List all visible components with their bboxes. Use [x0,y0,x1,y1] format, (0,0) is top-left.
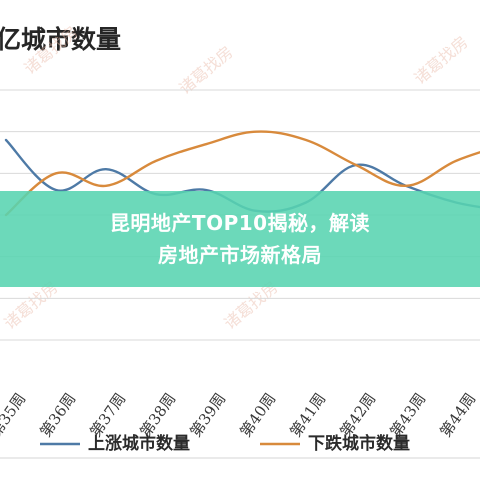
x-tick-label: 第41周 [286,390,329,441]
x-tick-label: 第43周 [386,390,429,441]
x-tick-label: 第35周 [0,390,29,441]
headline-banner: 昆明地产TOP10揭秘，解读 房地产市场新格局 [0,191,480,287]
headline-line-2: 房地产市场新格局 [158,243,322,267]
legend-label-2: 下跌城市数量 [308,433,410,454]
legend-label-1: 上涨城市数量 [88,433,190,454]
series-line-2 [4,130,480,217]
chart-title: 亿城市数量 [0,25,121,54]
legend: 上涨城市数量 下跌城市数量 [40,433,410,454]
x-tick-label: 第42周 [336,390,379,441]
x-tick-label: 第44周 [436,390,479,441]
watermark-text: 诸葛找房 [410,32,471,88]
x-tick-label: 第36周 [36,390,79,441]
x-tick-labels: 第35周 第36周 第37周 第38周 第39周 第40周 第41周 第42周 第43周 第44周… [0,390,479,441]
x-tick-label: 第39周 [186,390,229,441]
x-tick-label: 第38周 [136,390,179,441]
headline-line-1: 昆明地产TOP10揭秘，解读 [109,211,371,235]
x-tick-label: 第40周 [236,390,279,441]
x-tick-label: 第37周 [86,390,129,441]
